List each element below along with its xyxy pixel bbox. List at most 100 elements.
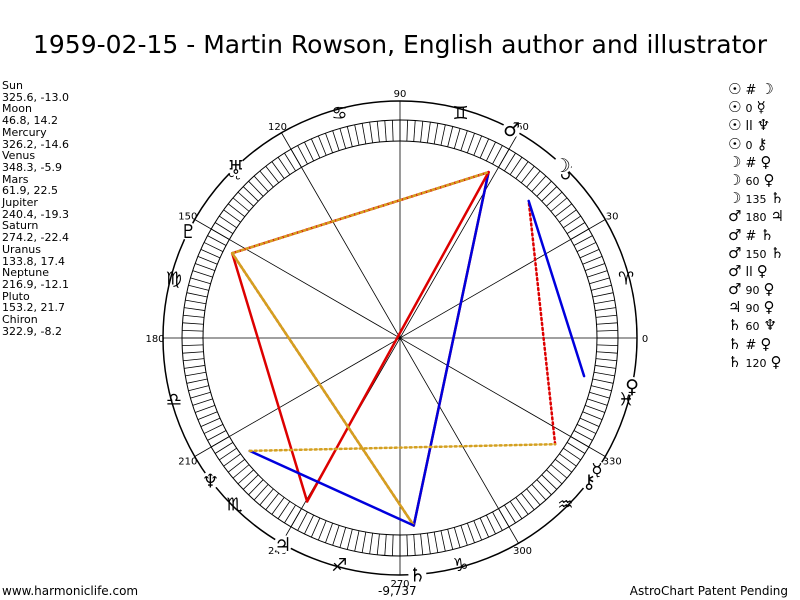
degree-tick xyxy=(192,270,213,278)
planet-glyph-bg xyxy=(502,119,521,138)
planet-coords-mercury: 326.2, -14.6 xyxy=(2,137,69,151)
degree-tick xyxy=(214,442,234,454)
aspect-planet-a-glyph: ♃ xyxy=(728,298,742,317)
degree-tick xyxy=(595,365,616,369)
degree-tick xyxy=(248,479,264,496)
degree-tick xyxy=(479,517,490,538)
degree-tick xyxy=(582,255,603,265)
degree-label-330: 330 xyxy=(603,457,622,468)
degree-tick xyxy=(197,411,218,421)
degree-tick xyxy=(182,329,204,332)
planet-glyph-pluto: ♇ xyxy=(180,221,197,243)
degree-tick xyxy=(587,270,608,278)
planet-glyph-bg xyxy=(580,471,599,490)
degree-tick xyxy=(297,511,308,531)
zodiac-glyph: ♊ xyxy=(452,103,468,124)
degree-tick xyxy=(593,299,615,305)
degree-tick xyxy=(579,248,600,259)
aspect-symbol: 180 xyxy=(745,211,767,225)
degree-tick xyxy=(354,530,360,552)
aspect-planet-a-glyph: ☉ xyxy=(728,116,742,135)
degree-tick xyxy=(376,533,380,555)
aspect-line-jupiter-pluto xyxy=(230,251,309,503)
aspect-row: ☉ ll ♆ xyxy=(728,116,784,134)
sector-spoke xyxy=(194,219,606,457)
degree-tick xyxy=(277,157,291,175)
aspect-planet-b-glyph: ♀ xyxy=(770,352,782,371)
degree-tick xyxy=(183,358,205,362)
planet-name-venus: Venus xyxy=(2,149,36,163)
degree-tick xyxy=(310,138,321,159)
aspect-planet-b-glyph: ♀ xyxy=(756,261,768,280)
degree-tick xyxy=(183,314,205,318)
degree-tick xyxy=(526,488,541,506)
planet-coords-venus: 348.3, -5.9 xyxy=(2,160,62,174)
degree-tick xyxy=(546,469,563,485)
degree-tick xyxy=(536,479,552,496)
degree-tick xyxy=(563,215,581,229)
planet-glyph-moon: ☽ xyxy=(554,155,571,177)
degree-tick xyxy=(253,175,269,192)
degree-tick xyxy=(447,529,454,550)
degree-tick xyxy=(200,248,221,259)
degree-tick xyxy=(427,533,431,554)
degree-tick xyxy=(473,520,483,541)
planet-coords-moon: 46.8, 14.2 xyxy=(2,114,58,128)
degree-tick xyxy=(460,525,468,546)
degree-tick xyxy=(271,497,285,515)
degree-tick xyxy=(190,277,211,285)
planet-glyph-venus: ♀ xyxy=(625,376,639,398)
degree-tick xyxy=(591,284,612,291)
degree-tick xyxy=(284,152,296,172)
degree-tick xyxy=(515,497,529,515)
degree-tick xyxy=(182,322,204,325)
degree-tick xyxy=(479,138,490,159)
aspect-symbol: 120 xyxy=(745,356,767,370)
aspect-planet-b-glyph: ♄ xyxy=(760,225,774,244)
degree-tick xyxy=(440,530,446,552)
aspect-row: ☽ 135 ♄ xyxy=(728,189,784,207)
degree-tick xyxy=(214,222,234,234)
aspect-symbol: ll xyxy=(745,264,753,280)
degree-tick xyxy=(433,123,439,145)
degree-tick xyxy=(232,197,250,212)
degree-tick xyxy=(259,170,274,188)
degree-label-270: 270 xyxy=(390,579,409,590)
aspect-planet-a-glyph: ♄ xyxy=(728,316,742,335)
degree-tick xyxy=(504,504,516,524)
zodiac-glyph: ♐ xyxy=(331,555,347,576)
degree-tick xyxy=(195,263,216,271)
degree-tick xyxy=(566,442,586,454)
aspect-row: ♂ ll ♀ xyxy=(728,262,784,280)
degree-tick xyxy=(546,191,563,207)
zodiac-glyph: ♈ xyxy=(618,268,634,289)
aspect-line-pluto-mars xyxy=(230,170,490,255)
degree-label-90: 90 xyxy=(394,89,407,100)
degree-tick xyxy=(595,314,617,318)
degree-tick xyxy=(325,522,333,543)
degree-label-150: 150 xyxy=(178,212,197,223)
aspect-planet-b-glyph: ♄ xyxy=(770,189,784,208)
aspect-line-sun-moon xyxy=(527,199,557,446)
aspect-planet-b-glyph: ☿ xyxy=(756,98,766,117)
zodiac-glyph: ♎ xyxy=(166,390,182,411)
degree-tick xyxy=(550,464,568,479)
degree-label-120: 120 xyxy=(268,122,287,133)
degree-tick xyxy=(310,517,321,538)
aspect-planet-a-glyph: ☉ xyxy=(728,98,742,117)
website-link[interactable]: www.harmoniclife.com xyxy=(2,584,139,598)
aspect-row: ♂ 150 ♄ xyxy=(728,244,784,262)
degree-tick xyxy=(596,344,618,347)
planet-glyph-saturn: ♄ xyxy=(409,564,426,586)
degree-tick xyxy=(242,474,259,490)
planet-name-sun: Sun xyxy=(2,79,23,92)
degree-tick xyxy=(185,299,207,305)
planet-name-mercury: Mercury xyxy=(2,125,47,139)
degree-tick xyxy=(554,458,573,473)
degree-tick xyxy=(237,191,254,207)
planet-glyph-bg xyxy=(201,471,220,490)
degree-tick xyxy=(332,525,340,546)
degree-tick xyxy=(592,378,614,384)
aspect-row: ☽ 60 ♀ xyxy=(728,171,784,189)
degree-tick xyxy=(223,453,241,467)
